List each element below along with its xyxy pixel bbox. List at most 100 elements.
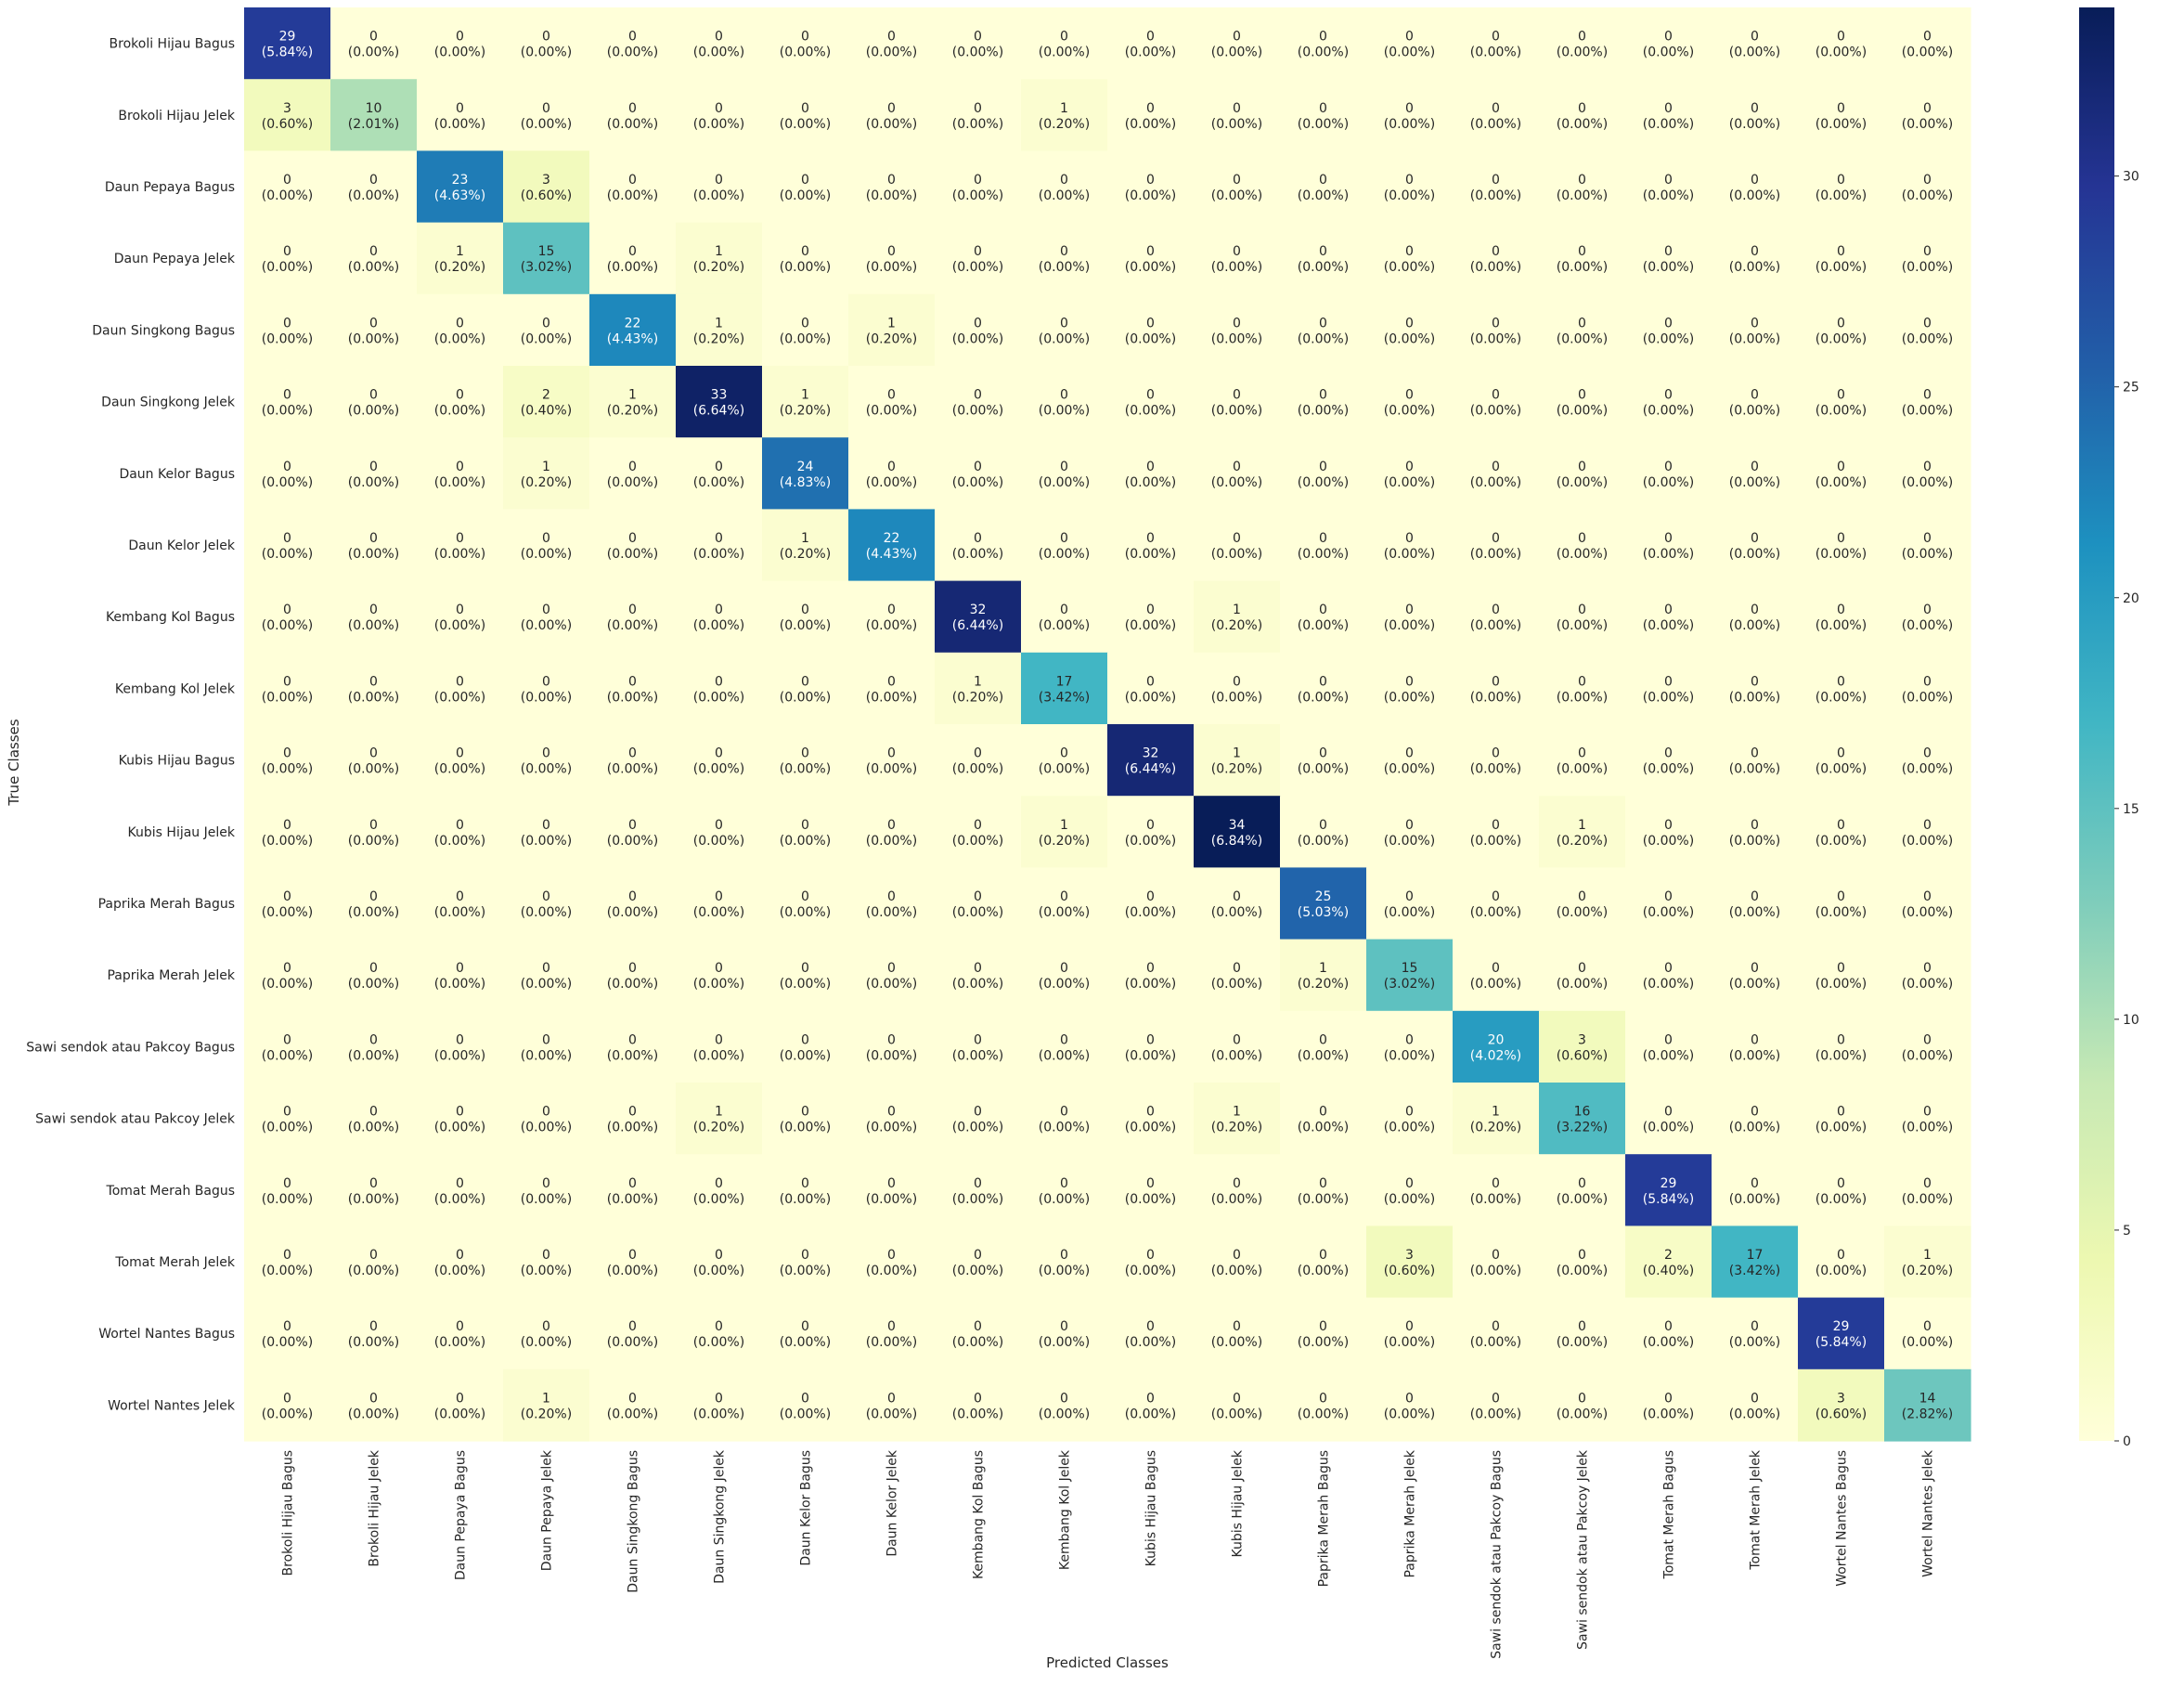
heatmap-cell — [1712, 939, 1799, 1012]
heatmap-cell — [935, 1083, 1022, 1155]
cell-percent-label: (0.00%) — [1816, 188, 1867, 203]
cell-count-label: 0 — [1319, 388, 1327, 403]
heatmap-cell — [1107, 939, 1195, 1012]
cell-count-label: 0 — [369, 388, 378, 403]
y-tick-labels: Brokoli Hijau Bagus Brokoli Hijau Jelek Da… — [26, 37, 236, 1414]
heatmap-cell — [503, 509, 590, 582]
cell-count-label: 0 — [283, 603, 291, 617]
cell-count-label: 0 — [456, 1105, 464, 1120]
cell-count-label: 0 — [1060, 316, 1068, 331]
cell-count-label: 0 — [1751, 316, 1759, 331]
cell-count-label: 0 — [1578, 316, 1586, 331]
cell-percent-label: (0.00%) — [348, 404, 399, 419]
cell-percent-label: (5.03%) — [1298, 905, 1349, 920]
heatmap-cell — [1884, 580, 1971, 654]
heatmap-cell — [330, 7, 418, 80]
cell-count-label: 0 — [542, 316, 550, 331]
heatmap-cell — [1021, 366, 1108, 438]
cell-percent-label: (0.00%) — [348, 762, 399, 777]
x-tick-label: Kubis Hijau Jelek — [1231, 1449, 1246, 1557]
heatmap-cell — [503, 1226, 590, 1299]
heatmap-cell — [935, 867, 1022, 940]
cell-percent-label: (0.00%) — [952, 1192, 1003, 1207]
cell-percent-label: (0.00%) — [348, 1407, 399, 1421]
cell-percent-label: (0.00%) — [1729, 117, 1780, 132]
heatmap-cell — [1194, 724, 1281, 797]
cell-percent-label: (2.82%) — [1902, 1407, 1953, 1421]
cell-percent-label: (4.02%) — [1470, 1048, 1521, 1063]
cell-count-label: 0 — [974, 388, 982, 403]
cell-count-label: 0 — [1319, 30, 1327, 45]
heatmap-cell — [1625, 652, 1712, 725]
cell-percent-label: (0.00%) — [1125, 404, 1176, 419]
heatmap-cell — [1021, 509, 1108, 582]
cell-percent-label: (0.00%) — [952, 475, 1003, 490]
cell-percent-label: (0.00%) — [1211, 977, 1262, 992]
heatmap-cell — [1798, 1368, 1885, 1442]
cell-percent-label: (0.00%) — [1039, 977, 1090, 992]
cell-percent-label: (0.00%) — [866, 475, 917, 490]
cell-count-label: 0 — [542, 961, 550, 976]
cell-percent-label: (0.00%) — [1643, 905, 1694, 920]
cell-count-label: 0 — [1060, 1319, 1068, 1334]
cell-percent-label: (0.00%) — [693, 690, 744, 705]
cell-count-label: 0 — [1405, 316, 1414, 331]
cell-percent-label: (0.00%) — [262, 475, 313, 490]
cell-percent-label: (0.00%) — [607, 1192, 658, 1207]
cell-count-label: 0 — [1405, 1105, 1414, 1120]
cell-percent-label: (0.00%) — [1211, 188, 1262, 203]
cell-percent-label: (0.00%) — [1816, 260, 1867, 275]
heatmap-cell — [1539, 580, 1626, 654]
cell-count-label: 0 — [1837, 1248, 1845, 1263]
cell-count-label: 0 — [1233, 1176, 1241, 1191]
cell-count-label: 0 — [1492, 531, 1500, 546]
cell-percent-label: (0.00%) — [1557, 547, 1608, 562]
cell-count-label: 0 — [974, 101, 982, 116]
cell-percent-label: (0.00%) — [1557, 1335, 1608, 1350]
heatmap-cell — [1712, 79, 1799, 151]
cell-percent-label: (0.20%) — [780, 404, 831, 419]
heatmap-cell — [503, 939, 590, 1012]
cell-count-label: 0 — [1146, 388, 1155, 403]
cell-count-label: 0 — [974, 531, 982, 546]
heatmap-cell — [1107, 1226, 1195, 1299]
heatmap-cell — [244, 580, 331, 654]
cell-count-label: 0 — [1319, 746, 1327, 761]
cell-count-label: 0 — [1837, 388, 1845, 403]
cell-percent-label: (0.20%) — [1211, 762, 1262, 777]
cell-count-label: 3 — [542, 173, 550, 188]
cell-count-label: 0 — [1146, 1248, 1155, 1263]
cell-percent-label: (0.00%) — [1125, 905, 1176, 920]
heatmap-cell — [330, 1010, 418, 1083]
heatmap-cell — [1280, 293, 1367, 367]
cell-percent-label: (0.00%) — [434, 331, 485, 346]
cell-count-label: 0 — [1923, 531, 1932, 546]
heatmap-cell — [1625, 867, 1712, 940]
heatmap-cell — [848, 796, 936, 868]
cell-count-label: 0 — [1492, 244, 1500, 259]
cell-percent-label: (0.00%) — [607, 1335, 658, 1350]
cell-percent-label: (0.00%) — [434, 45, 485, 60]
heatmap-cell — [1107, 222, 1195, 295]
cell-count-label: 0 — [542, 1176, 550, 1191]
heatmap-cell — [1366, 724, 1454, 797]
heatmap-cell — [848, 7, 936, 80]
cell-percent-label: (0.00%) — [434, 977, 485, 992]
cell-count-label: 0 — [456, 1032, 464, 1047]
y-tick-label: Kembang Kol Jelek — [115, 681, 236, 696]
x-tick-label: Daun Singkong Bagus — [627, 1450, 641, 1593]
cell-percent-label: (0.00%) — [348, 260, 399, 275]
cell-count-label: 0 — [715, 1176, 723, 1191]
heatmap-cell — [1194, 1083, 1281, 1155]
cell-count-label: 0 — [1405, 818, 1414, 833]
heatmap-cell — [589, 1010, 677, 1083]
heatmap-cell — [1798, 1010, 1885, 1083]
heatmap-cell — [1625, 580, 1712, 654]
heatmap-cell — [1798, 1226, 1885, 1299]
cell-count-label: 0 — [456, 1248, 464, 1263]
cell-count-label: 0 — [1837, 173, 1845, 188]
cell-count-label: 0 — [628, 1391, 637, 1406]
cell-count-label: 0 — [887, 889, 896, 904]
cell-percent-label: (3.42%) — [1729, 1264, 1780, 1278]
heatmap-cell — [1021, 580, 1108, 654]
